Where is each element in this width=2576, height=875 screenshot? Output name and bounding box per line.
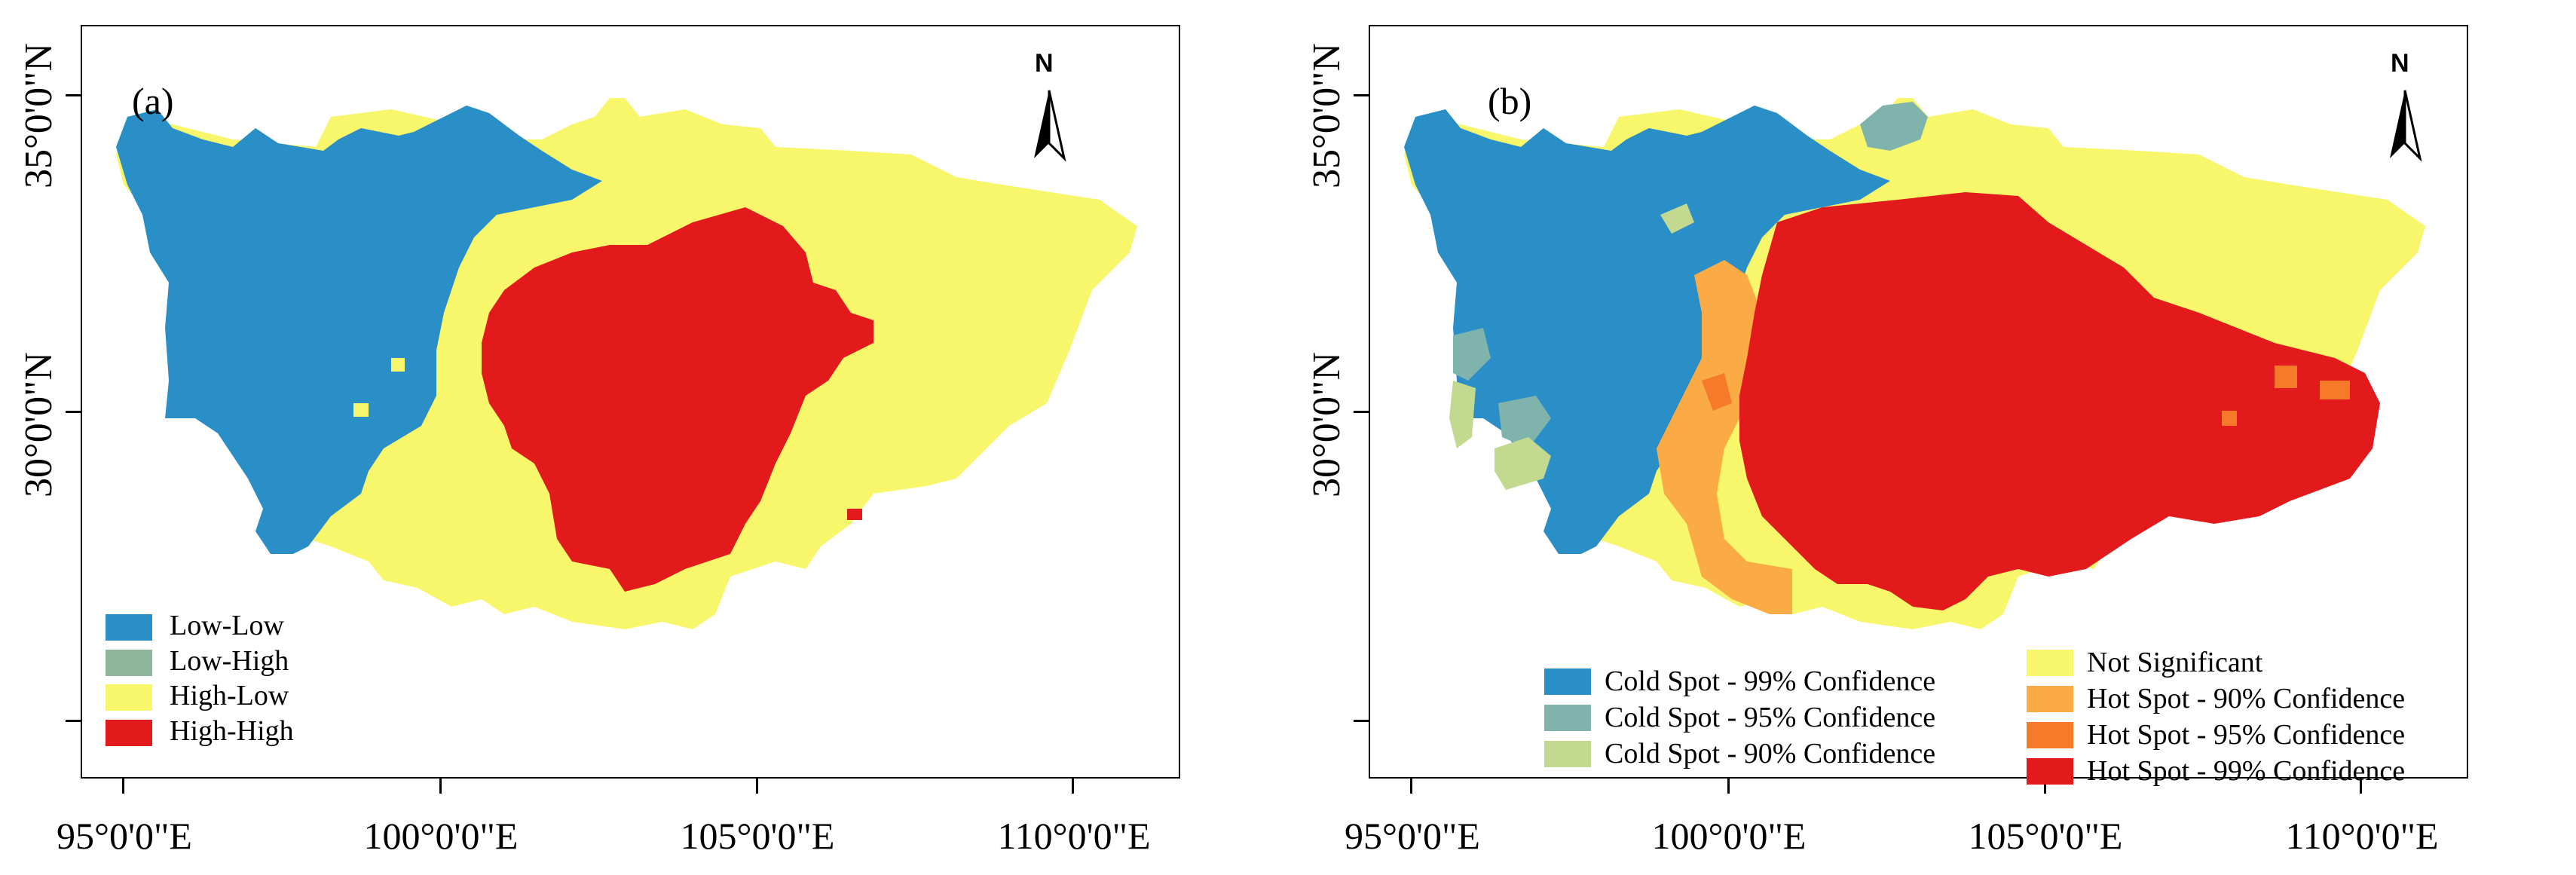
y-tick bbox=[1354, 94, 1369, 96]
legend-label-cold-99: Cold Spot - 99% Confidence bbox=[1605, 665, 1936, 697]
legend-swatch-not-significant bbox=[2027, 650, 2073, 676]
legend-label-low-high: Low-High bbox=[170, 645, 289, 677]
cold-spot-95-region bbox=[1498, 396, 1551, 448]
x-label-95e: 95°0'0"E bbox=[57, 815, 192, 857]
y-tick bbox=[66, 94, 81, 96]
hot-spot-95-patch bbox=[2275, 366, 2297, 388]
high-high-region bbox=[482, 207, 873, 592]
legend-swatch-hot-95 bbox=[2027, 722, 2073, 748]
x-tick bbox=[1727, 779, 1730, 794]
x-tick bbox=[439, 779, 442, 794]
legend-label-high-low: High-Low bbox=[170, 680, 289, 711]
legend-swatch-low-low bbox=[106, 614, 152, 641]
x-label-110e: 110°0'0"E bbox=[2285, 815, 2439, 857]
cold-spot-90-region bbox=[1660, 203, 1694, 234]
y-tick bbox=[66, 411, 81, 413]
x-tick bbox=[122, 779, 124, 794]
x-label-95e: 95°0'0"E bbox=[1345, 815, 1480, 857]
low-low-region bbox=[116, 106, 602, 554]
legend-swatch-cold-90 bbox=[1544, 741, 1591, 767]
panel-a: 35°0'0"N 30°0'0"N 95°0'0"E 100°0'0"E 105… bbox=[17, 25, 1180, 857]
map-frame-a bbox=[81, 25, 1180, 779]
panel-b: 35°0'0"N 30°0'0"N 95°0'0"E 100°0'0"E 105… bbox=[1288, 0, 2576, 875]
cold-spot-95-region bbox=[1453, 328, 1491, 381]
panel-label-a: (a) bbox=[132, 80, 174, 122]
x-label-110e: 110°0'0"E bbox=[997, 815, 1151, 857]
legend-label-not-significant: Not Significant bbox=[2087, 647, 2263, 678]
legend-swatch-hot-99 bbox=[2027, 758, 2073, 785]
x-tick bbox=[1072, 779, 1074, 794]
north-label: N bbox=[1035, 49, 1054, 78]
cold-spot-90-region bbox=[1495, 437, 1551, 490]
hot-spot-99-region bbox=[1739, 192, 2380, 610]
x-label-105e: 105°0'0"E bbox=[1968, 815, 2123, 857]
panel-label-b: (b) bbox=[1488, 80, 1532, 122]
speckle bbox=[353, 403, 369, 417]
hot-spot-95-patch bbox=[2320, 381, 2350, 399]
x-tick bbox=[1410, 779, 1412, 794]
legend-label-cold-95: Cold Spot - 95% Confidence bbox=[1605, 702, 1936, 733]
legend-label-cold-90: Cold Spot - 90% Confidence bbox=[1605, 738, 1936, 769]
legend-label-hot-95: Hot Spot - 95% Confidence bbox=[2087, 719, 2406, 751]
legend-label-high-high: High-High bbox=[170, 715, 294, 747]
legend-swatch-hot-90 bbox=[2027, 686, 2073, 712]
speckle bbox=[391, 358, 405, 372]
x-tick bbox=[2044, 779, 2046, 794]
x-label-100e: 100°0'0"E bbox=[363, 815, 519, 857]
x-label-100e: 100°0'0"E bbox=[1651, 815, 1807, 857]
legend-swatch-low-high bbox=[106, 650, 152, 676]
y-label-35n: 35°0'0"N bbox=[1305, 43, 1348, 188]
legend-swatch-high-low bbox=[106, 684, 152, 711]
legend-label-hot-90: Hot Spot - 90% Confidence bbox=[2087, 683, 2406, 714]
hot-spot-95-patch bbox=[2222, 411, 2237, 426]
cold-spot-90-region bbox=[1449, 381, 1476, 448]
legend-swatch-high-high bbox=[106, 720, 152, 746]
map-frame-b bbox=[1369, 25, 2468, 779]
map-b bbox=[1404, 98, 2425, 629]
x-tick bbox=[2360, 779, 2362, 794]
legend-swatch-cold-95 bbox=[1544, 705, 1591, 731]
legend-label-hot-99: Hot Spot - 99% Confidence bbox=[2087, 755, 2406, 787]
hot-spot-95-region bbox=[1702, 373, 1732, 411]
speckle bbox=[847, 509, 862, 520]
legend-label-low-low: Low-Low bbox=[170, 610, 284, 641]
y-tick bbox=[66, 720, 81, 722]
cold-spot-95-region bbox=[1860, 102, 1928, 151]
y-tick bbox=[1354, 720, 1369, 722]
y-label-35n: 35°0'0"N bbox=[17, 43, 60, 188]
legend-swatch-cold-99 bbox=[1544, 668, 1591, 695]
y-label-30n: 30°0'0"N bbox=[17, 352, 60, 497]
north-arrow-icon bbox=[1034, 90, 1066, 162]
y-tick bbox=[1354, 411, 1369, 413]
north-arrow-icon bbox=[2390, 90, 2422, 162]
y-label-30n: 30°0'0"N bbox=[1305, 352, 1348, 497]
map-a bbox=[116, 98, 1137, 629]
north-label: N bbox=[2391, 49, 2409, 78]
x-label-105e: 105°0'0"E bbox=[680, 815, 835, 857]
x-tick bbox=[756, 779, 758, 794]
